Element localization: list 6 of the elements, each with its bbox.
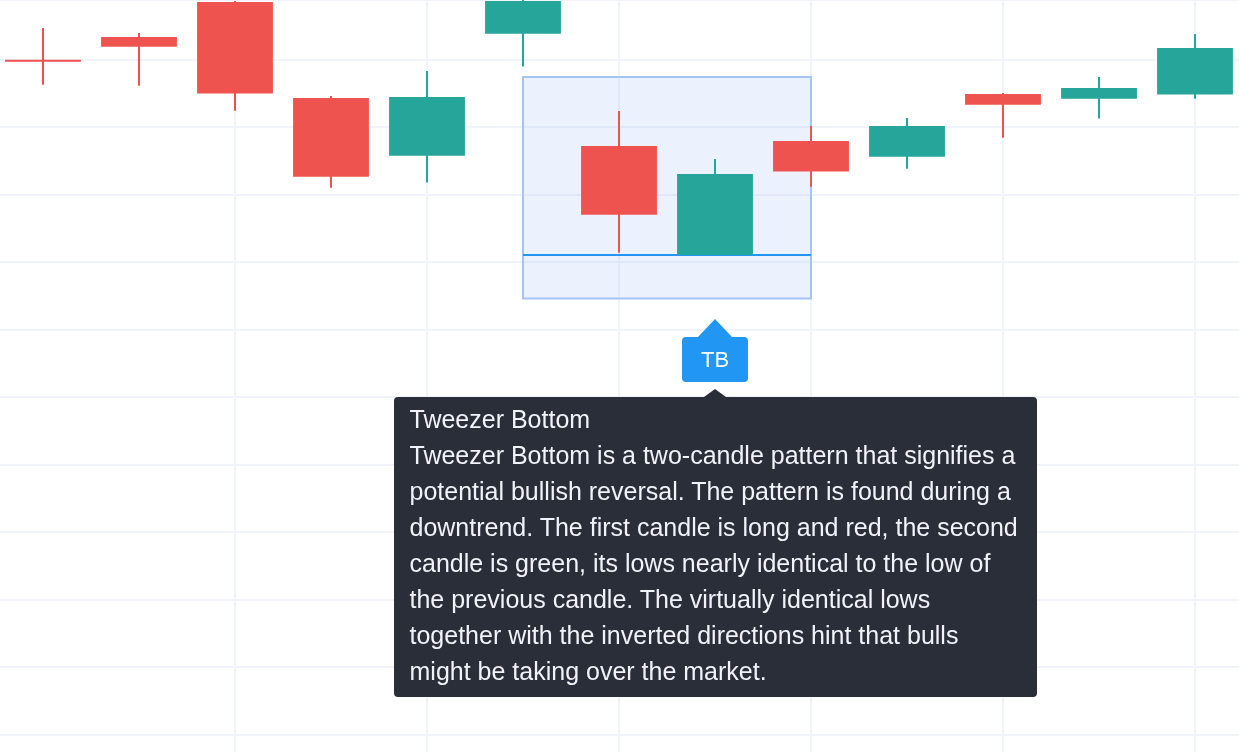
legend-label: TB xyxy=(682,336,748,382)
candlestick xyxy=(965,92,1041,139)
candlestick xyxy=(5,27,81,86)
text: Tweezer Bottom is a two-candle pattern that signifies a potential bullish reversal. The pattern is found during a downtrend. The first candle is long and red, the second candle is green, its lows nearly identical to the low of the previous candle. The virtually identical lows together with the inverted directions hint that bulls might be taking over the market. xyxy=(409,439,1019,687)
text: Tweezer Bottom xyxy=(409,403,592,435)
candlestick xyxy=(101,31,177,87)
